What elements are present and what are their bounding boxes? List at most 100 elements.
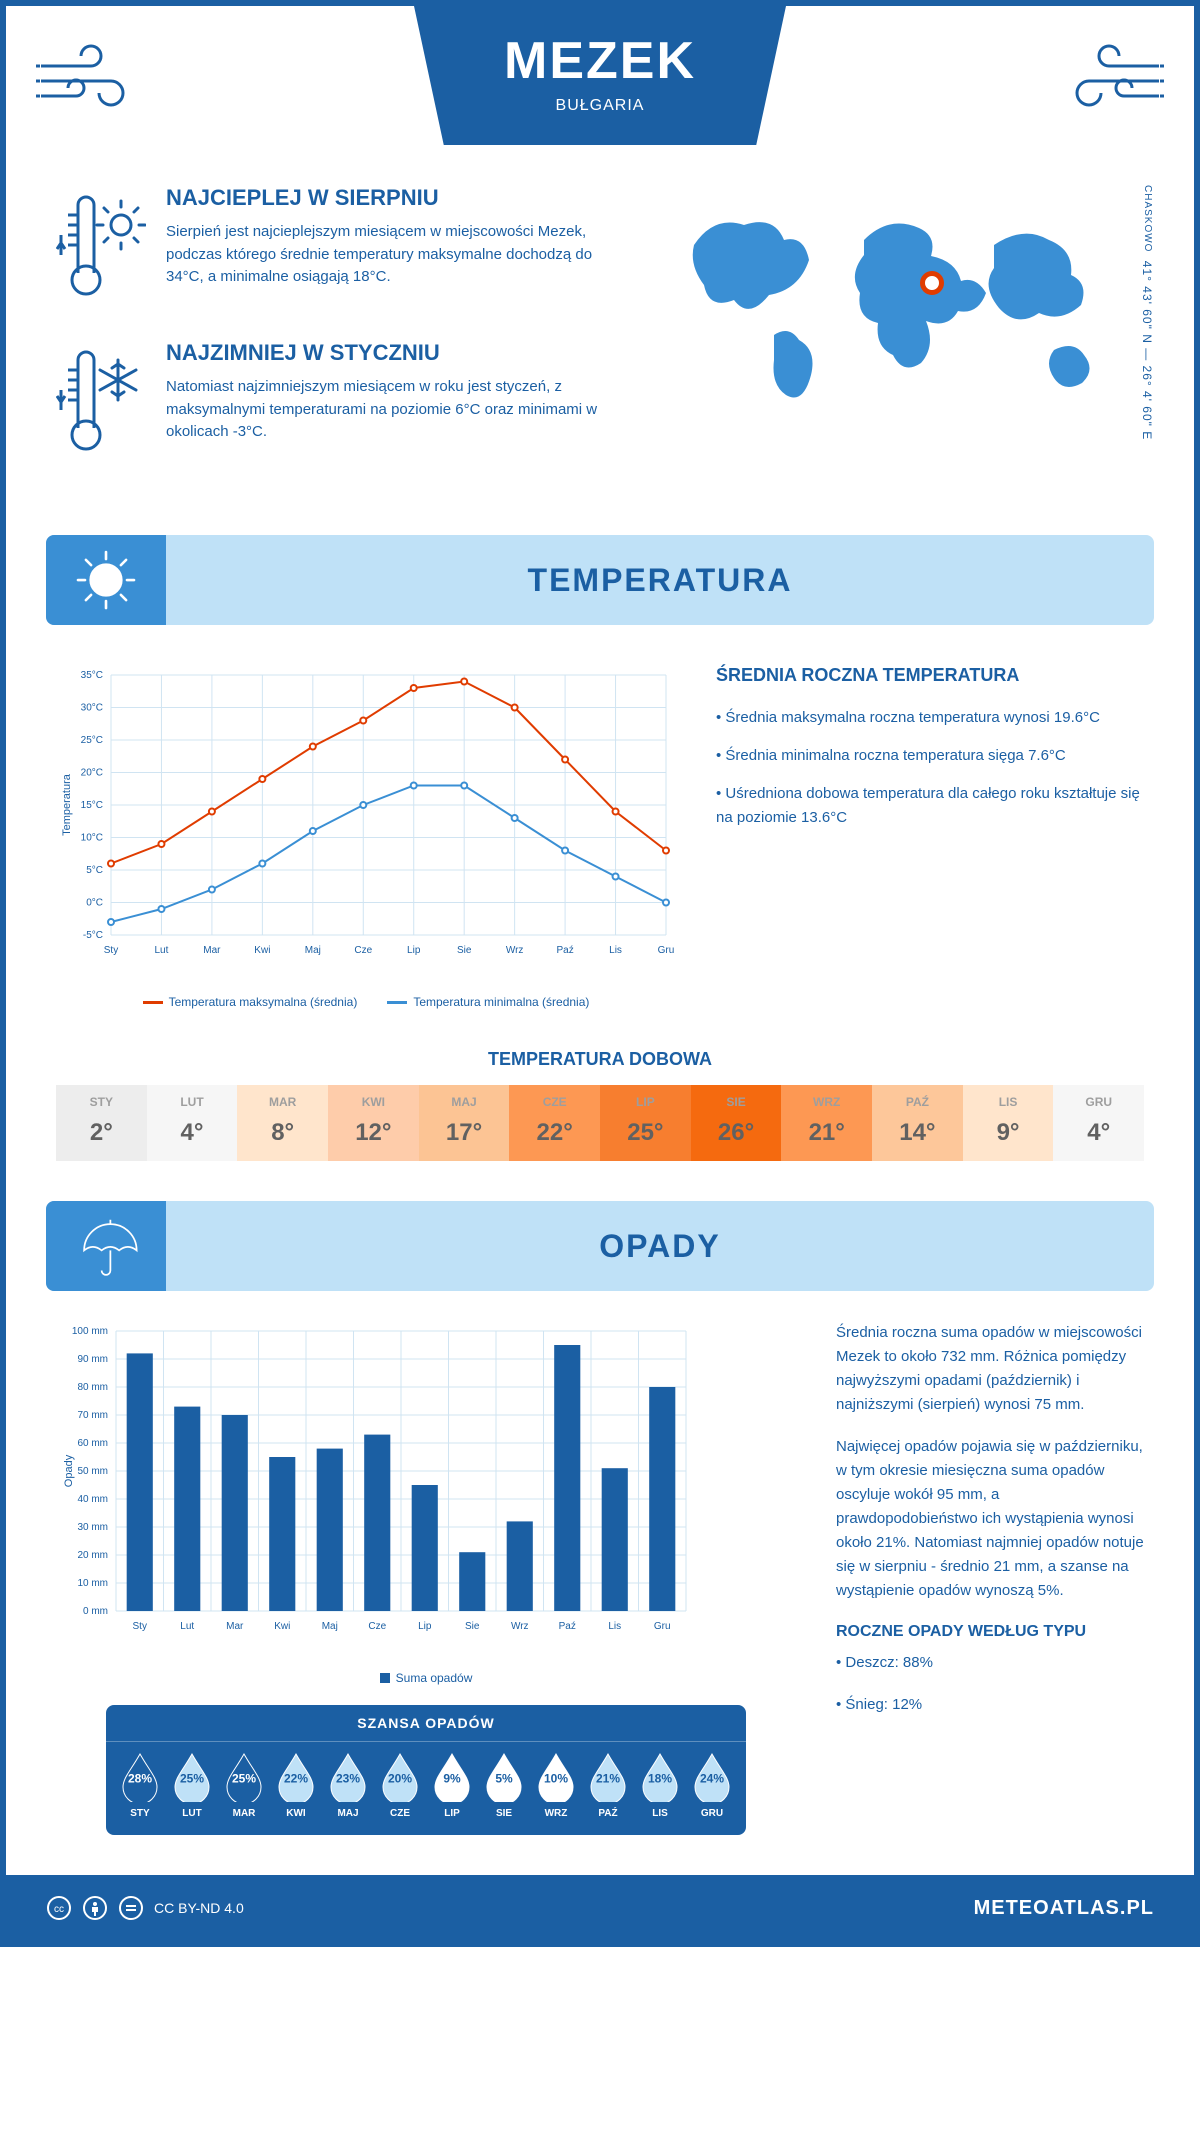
daily-month-label: LIP — [600, 1095, 691, 1109]
svg-text:Lip: Lip — [418, 1621, 432, 1632]
precip-chance-value: 23% — [336, 1771, 360, 1785]
daily-cell: SIE 26° — [691, 1085, 782, 1161]
umbrella-icon — [46, 1201, 166, 1291]
precip-chance-drop: 25% MAR — [220, 1752, 268, 1819]
daily-month-label: PAŹ — [872, 1095, 963, 1109]
precip-chance-value: 18% — [648, 1771, 672, 1785]
precip-chance-drop: 25% LUT — [168, 1752, 216, 1819]
region-label: CHASKOWO — [1142, 185, 1153, 252]
svg-text:100 mm: 100 mm — [72, 1326, 108, 1337]
svg-text:Lip: Lip — [407, 945, 421, 956]
precip-chance-value: 24% — [700, 1771, 724, 1785]
daily-cell: WRZ 21° — [781, 1085, 872, 1161]
raindrop-icon: 25% — [171, 1752, 213, 1802]
svg-text:10°C: 10°C — [81, 833, 103, 844]
daily-temp-value: 22° — [509, 1119, 600, 1147]
precip-chance-value: 21% — [596, 1771, 620, 1785]
svg-text:20°C: 20°C — [81, 768, 103, 779]
daily-temp-value: 14° — [872, 1119, 963, 1147]
raindrop-icon: 21% — [587, 1752, 629, 1802]
precip-chance-drop: 20% CZE — [376, 1752, 424, 1819]
svg-text:30 mm: 30 mm — [77, 1522, 108, 1533]
svg-text:Lis: Lis — [609, 945, 622, 956]
temperature-summary-text: ŚREDNIA ROCZNA TEMPERATURA • Średnia mak… — [716, 665, 1144, 844]
precip-chance-value: 25% — [232, 1771, 256, 1785]
precip-rain-pct: • Deszcz: 88% — [836, 1651, 1144, 1675]
svg-text:Lut: Lut — [180, 1621, 194, 1632]
raindrop-icon: 23% — [327, 1752, 369, 1802]
license-label: CC BY-ND 4.0 — [154, 1900, 244, 1916]
hottest-block: NAJCIEPLEJ W SIERPNIU Sierpień jest najc… — [56, 185, 624, 310]
svg-text:80 mm: 80 mm — [77, 1382, 108, 1393]
precip-chance-drop: 22% KWI — [272, 1752, 320, 1819]
wind-icon-right — [1044, 36, 1164, 126]
precip-chance-month: KWI — [272, 1808, 320, 1819]
cc-icon: cc — [46, 1895, 72, 1921]
temperature-banner: TEMPERATURA — [46, 535, 1154, 625]
raindrop-icon: 25% — [223, 1752, 265, 1802]
daily-cell: GRU 4° — [1053, 1085, 1144, 1161]
precip-chance-panel: SZANSA OPADÓW 28% STY 25% LUT 25% MAR 22… — [106, 1705, 746, 1835]
daily-cell: CZE 22° — [509, 1085, 600, 1161]
hottest-title: NAJCIEPLEJ W SIERPNIU — [166, 185, 624, 211]
precip-chance-month: GRU — [688, 1808, 736, 1819]
temp-summary-heading: ŚREDNIA ROCZNA TEMPERATURA — [716, 665, 1144, 686]
precip-chart-legend: Suma opadów — [56, 1671, 796, 1685]
precip-chance-value: 28% — [128, 1771, 152, 1785]
precipitation-bar-chart: 0 mm10 mm20 mm30 mm40 mm50 mm60 mm70 mm8… — [56, 1321, 796, 1865]
svg-text:15°C: 15°C — [81, 800, 103, 811]
daily-cell: LIS 9° — [963, 1085, 1054, 1161]
page-frame: MEZEK BUŁGARIA NAJCIEPLEJ W SIERPNIU Sie… — [0, 0, 1200, 1947]
svg-text:0°C: 0°C — [86, 898, 103, 909]
svg-text:Kwi: Kwi — [274, 1621, 290, 1632]
precipitation-section-title: OPADY — [166, 1228, 1154, 1265]
svg-text:Paź: Paź — [559, 1621, 576, 1632]
legend-min-label: Temperatura minimalna (średnia) — [413, 995, 589, 1009]
raindrop-icon: 22% — [275, 1752, 317, 1802]
daily-month-label: MAJ — [419, 1095, 510, 1109]
svg-text:35°C: 35°C — [81, 670, 103, 681]
precipitation-chart-row: 0 mm10 mm20 mm30 mm40 mm50 mm60 mm70 mm8… — [6, 1291, 1194, 1875]
raindrop-icon: 24% — [691, 1752, 733, 1802]
precip-chance-month: LIP — [428, 1808, 476, 1819]
svg-text:Mar: Mar — [226, 1621, 244, 1632]
wind-icon-left — [36, 36, 156, 126]
daily-month-label: CZE — [509, 1095, 600, 1109]
daily-cell: LIP 25° — [600, 1085, 691, 1161]
daily-cell: KWI 12° — [328, 1085, 419, 1161]
raindrop-icon: 10% — [535, 1752, 577, 1802]
raindrop-icon: 20% — [379, 1752, 421, 1802]
raindrop-icon: 28% — [119, 1752, 161, 1802]
daily-temp-value: 21° — [781, 1119, 872, 1147]
coordinates-label: CHASKOWO 41° 43' 60" N — 26° 4' 60" E — [1140, 185, 1154, 440]
svg-text:Lut: Lut — [155, 945, 169, 956]
svg-text:Maj: Maj — [305, 945, 321, 956]
precip-chance-value: 10% — [544, 1771, 568, 1785]
precip-legend-label: Suma opadów — [396, 1671, 473, 1685]
coldest-title: NAJZIMNIEJ W STYCZNIU — [166, 340, 624, 366]
daily-cell: LUT 4° — [147, 1085, 238, 1161]
daily-cell: MAJ 17° — [419, 1085, 510, 1161]
svg-text:Sty: Sty — [104, 945, 118, 956]
daily-temp-value: 25° — [600, 1119, 691, 1147]
precip-chance-title: SZANSA OPADÓW — [106, 1705, 746, 1742]
latlon-label: 41° 43' 60" N — 26° 4' 60" E — [1140, 261, 1154, 440]
thermometer-hot-icon — [56, 185, 146, 310]
daily-temp-value: 2° — [56, 1119, 147, 1147]
precip-type-heading: ROCZNE OPADY WEDŁUG TYPU — [836, 1623, 1144, 1641]
svg-text:30°C: 30°C — [81, 703, 103, 714]
coldest-text: Natomiast najzimniejszym miesiącem w rok… — [166, 376, 624, 444]
temperature-chart-row: -5°C0°C5°C10°C15°C20°C25°C30°C35°CStyLut… — [6, 625, 1194, 1039]
daily-temp-value: 4° — [147, 1119, 238, 1147]
precip-chance-drop: 23% MAJ — [324, 1752, 372, 1819]
daily-temp-value: 26° — [691, 1119, 782, 1147]
thermometer-cold-icon — [56, 340, 146, 465]
svg-text:10 mm: 10 mm — [77, 1578, 108, 1589]
daily-month-label: KWI — [328, 1095, 419, 1109]
precip-chance-month: WRZ — [532, 1808, 580, 1819]
svg-text:60 mm: 60 mm — [77, 1438, 108, 1449]
daily-temp-grid: STY 2° LUT 4° MAR 8° KWI 12° MAJ 17° CZE… — [56, 1085, 1144, 1161]
nd-icon — [118, 1895, 144, 1921]
precip-chance-month: MAJ — [324, 1808, 372, 1819]
world-map-icon — [664, 185, 1144, 425]
